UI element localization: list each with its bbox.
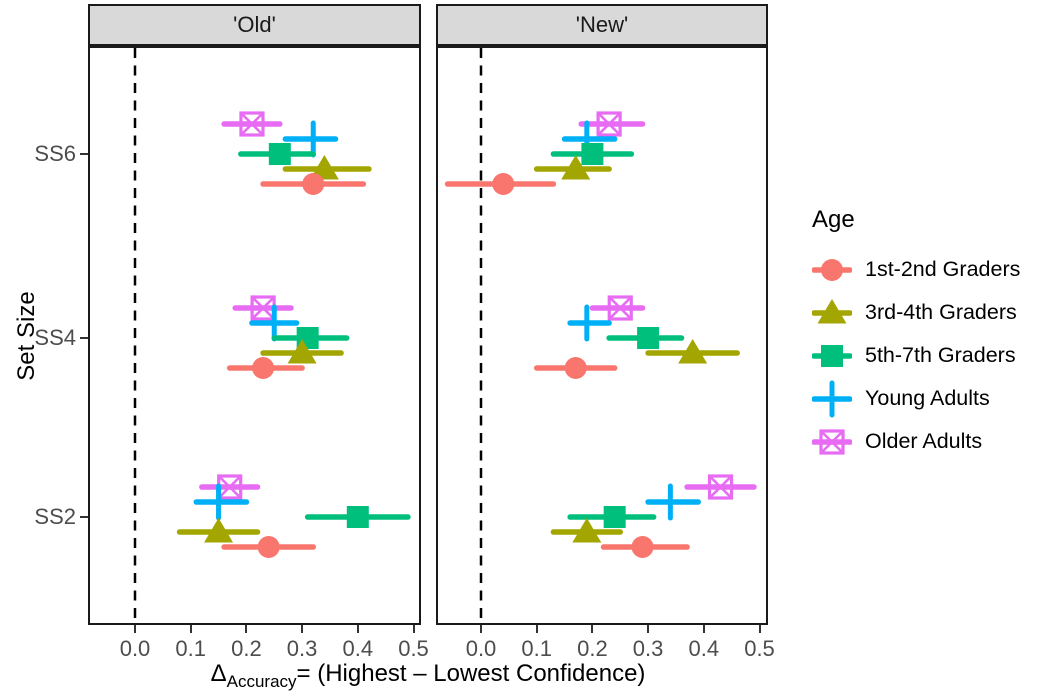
marker-new-ss4-older-adults (607, 295, 633, 321)
x-tick-old-0.0 (134, 625, 136, 633)
marker-old-ss4-1st-2nd-graders (252, 357, 275, 379)
marker-old-ss4-young-adults (255, 304, 293, 342)
x-tick-old-0.2 (245, 625, 248, 633)
marker-old-ss2-older-adults (217, 474, 243, 500)
marker-old-ss2-1st-2nd-graders (257, 536, 280, 558)
x-axis-title-delta: Δ (210, 660, 227, 687)
marker-old-ss2-3rd-4th-graders (204, 518, 234, 543)
y-tick-label-ss4: SS4 (34, 325, 76, 350)
marker-old-ss4-older-adults (250, 295, 276, 321)
y-tick-ss6 (80, 153, 88, 155)
legend-label-1st-2nd-graders: 1st-2nd Graders (865, 257, 1021, 281)
x-tick-new-0.2 (591, 625, 594, 633)
marker-new-ss6-5th-7th-graders (581, 143, 604, 165)
x-tick-label-old-0.4: 0.4 (342, 636, 374, 661)
x-tick-label-old-0.3: 0.3 (286, 636, 318, 661)
marker-old-ss6-5th-7th-graders (268, 143, 291, 165)
legend-item-young-adults: Young Adults (812, 377, 1020, 420)
facet-strip-old-label: 'Old' (233, 12, 276, 37)
x-tick-new-0.4 (702, 625, 705, 633)
marker-new-ss4-5th-7th-graders (637, 327, 660, 349)
marker-new-ss2-older-adults (707, 474, 734, 500)
legend-item-3rd-4th-graders: 3rd-4th Graders (812, 291, 1020, 334)
legend-item-1st-2nd-graders: 1st-2nd Graders (812, 248, 1020, 291)
facet-strip-old: 'Old' (88, 4, 421, 46)
x-axis-title-rest: = (Highest – Lowest Confidence) (296, 660, 646, 687)
plot-area-new (436, 46, 768, 625)
y-tick-label-ss2: SS2 (34, 504, 76, 529)
marker-new-ss4-1st-2nd-graders (564, 357, 587, 379)
x-tick-old-0.5 (412, 625, 415, 633)
marker-new-ss6-1st-2nd-graders (492, 173, 515, 195)
x-tick-label-old-0.0: 0.0 (119, 636, 151, 661)
x-tick-label-new-0.4: 0.4 (688, 636, 720, 661)
legend-glyph-5th-7th-graders (821, 344, 843, 367)
legend-label-young-adults: Young Adults (865, 386, 990, 410)
legend-key-1st-2nd-graders-icon (812, 258, 852, 281)
x-tick-label-old-0.2: 0.2 (231, 636, 262, 661)
x-tick-old-0.4 (356, 625, 359, 633)
plot-panel-new (436, 46, 768, 625)
x-tick-old-0.1 (189, 625, 192, 633)
legend-glyph-3rd-4th-graders (817, 298, 847, 323)
legend-title: Age (812, 206, 855, 233)
legend-glyph-1st-2nd-graders (821, 258, 843, 281)
marker-new-ss2-3rd-4th-graders (572, 518, 602, 543)
x-tick-new-0.3 (647, 625, 650, 633)
x-tick-old-0.3 (301, 625, 304, 633)
plot-area-old (88, 46, 421, 625)
marker-new-ss6-3rd-4th-graders (561, 155, 591, 180)
x-tick-label-old-0.1: 0.1 (175, 636, 206, 661)
x-tick-label-new-0.1: 0.1 (521, 636, 552, 661)
x-tick-new-0.5 (758, 625, 761, 633)
facet-strip-new-label: 'New' (575, 12, 629, 37)
legend-items: 1st-2nd Graders 3rd-4th Graders 5th-7th Gr… (812, 248, 1020, 463)
plot-panel-old (88, 46, 421, 625)
marker-old-ss2-young-adults (200, 483, 238, 521)
legend-key-young-adults-icon (812, 380, 852, 417)
x-tick-label-old-0.5: 0.5 (398, 636, 429, 661)
marker-old-ss4-3rd-4th-graders (287, 339, 317, 364)
marker-old-ss6-1st-2nd-graders (302, 173, 325, 195)
legend: Age 1st-2nd Graders 3rd-4th Graders 5th-7t… (812, 206, 1020, 463)
marker-new-ss4-young-adults (568, 304, 606, 342)
marker-new-ss4-3rd-4th-graders (678, 339, 708, 364)
x-tick-new-0.1 (535, 625, 538, 633)
marker-new-ss2-young-adults (651, 483, 689, 521)
y-tick-label-ss6: SS6 (34, 141, 76, 166)
legend-glyph-older-adults (819, 428, 845, 455)
marker-old-ss6-3rd-4th-graders (309, 155, 339, 180)
legend-key-5th-7th-graders-icon (812, 344, 852, 367)
marker-new-ss6-older-adults (596, 111, 622, 137)
marker-new-ss2-5th-7th-graders (603, 506, 626, 528)
x-tick-label-new-0.2: 0.2 (577, 636, 608, 661)
marker-old-ss6-older-adults (239, 111, 265, 137)
x-tick-label-new-0.5: 0.5 (744, 636, 775, 661)
x-tick-label-new-0.0: 0.0 (465, 636, 497, 661)
legend-label-3rd-4th-graders: 3rd-4th Graders (865, 300, 1017, 324)
y-tick-ss4 (80, 337, 88, 339)
legend-label-older-adults: Older Adults (865, 429, 983, 453)
legend-glyph-young-adults (813, 380, 851, 417)
x-axis-title-subscript: Accuracy (226, 672, 297, 691)
legend-item-5th-7th-graders: 5th-7th Graders (812, 334, 1020, 377)
legend-key-older-adults-icon (812, 428, 852, 455)
facet-strip-new: 'New' (436, 4, 768, 46)
x-axis-title: Δ Accuracy = (Highest – Lowest Confidence) (88, 660, 768, 696)
x-tick-label-new-0.3: 0.3 (632, 636, 664, 661)
y-tick-ss2 (80, 516, 88, 518)
legend-item-older-adults: Older Adults (812, 420, 1020, 463)
marker-old-ss6-young-adults (294, 120, 332, 158)
marker-new-ss2-1st-2nd-graders (631, 536, 654, 558)
legend-label-5th-7th-graders: 5th-7th Graders (865, 343, 1016, 367)
x-tick-new-0.0 (480, 625, 482, 633)
marker-old-ss2-5th-7th-graders (346, 506, 369, 528)
legend-key-3rd-4th-graders-icon (812, 298, 852, 323)
